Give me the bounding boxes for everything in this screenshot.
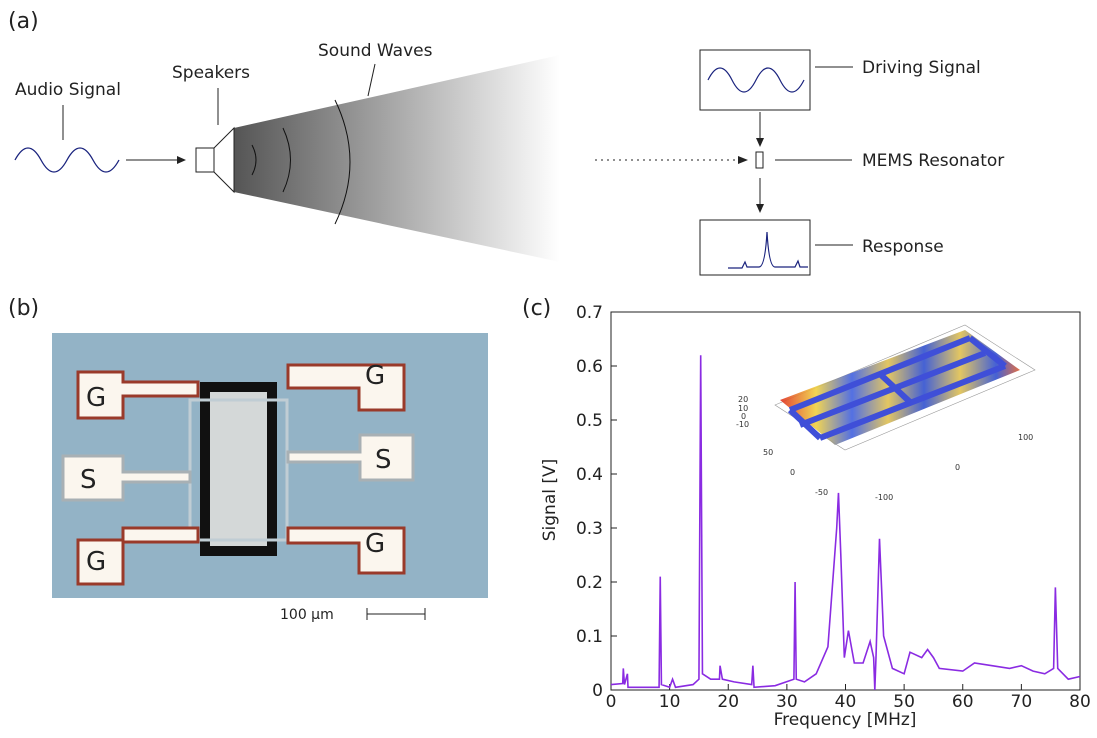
inset-tick: 20 <box>738 395 748 404</box>
arrowhead <box>756 138 764 147</box>
panel-label: (c) <box>522 296 551 321</box>
audio-label: Audio Signal <box>15 80 121 100</box>
arrowhead <box>756 204 764 213</box>
scale-bar <box>367 608 425 620</box>
response-label: Response <box>862 237 944 257</box>
x-tick-label: 20 <box>717 692 739 712</box>
mems-label: MEMS Resonator <box>862 151 1004 171</box>
y-tick-label: 0.6 <box>576 357 603 377</box>
audio-wave <box>15 148 119 172</box>
arrowhead <box>177 156 186 164</box>
mems-box <box>756 152 763 168</box>
y-tick-label: 0.4 <box>576 465 603 485</box>
pad-label: G <box>365 529 385 559</box>
y-tick-label: 0.7 <box>576 303 603 323</box>
sound-cone <box>234 55 560 262</box>
arrowhead <box>738 156 748 164</box>
panel-label: (a) <box>8 9 39 34</box>
inset-tick: -50 <box>815 488 828 497</box>
inset-tick: -10 <box>736 420 749 429</box>
y-tick-label: 0.3 <box>576 519 603 539</box>
inset-tick: 0 <box>790 468 795 477</box>
pad-label: S <box>375 445 392 475</box>
speaker-box <box>196 148 214 172</box>
speaker-cone <box>214 128 234 192</box>
pad-label: G <box>365 361 385 391</box>
driving-box <box>700 50 810 110</box>
x-tick-label: 80 <box>1069 692 1091 712</box>
inset: 20 10 0 -10 50 0 -50 -100 0 100 <box>736 325 1035 502</box>
y-axis-title: Signal [V] <box>540 459 560 542</box>
y-tick-label: 0.5 <box>576 411 603 431</box>
pad-label: G <box>86 383 106 413</box>
pad-label: G <box>86 547 106 577</box>
x-tick-label: 10 <box>659 692 681 712</box>
scale-label: 100 μm <box>280 607 334 623</box>
driving-label: Driving Signal <box>862 58 981 78</box>
inset-tick: 50 <box>763 448 773 457</box>
x-axis-title: Frequency [MHz] <box>774 710 917 730</box>
x-tick-label: 50 <box>893 692 915 712</box>
y-tick-label: 0.2 <box>576 573 603 593</box>
inset-tick: -100 <box>875 493 893 502</box>
figure: (a) Audio Signal Speakers Sound Waves Dr… <box>0 0 1097 738</box>
leader <box>368 64 375 96</box>
x-tick-label: 30 <box>776 692 798 712</box>
inset-tick: 100 <box>1018 433 1033 442</box>
y-tick-label: 0 <box>592 681 603 701</box>
x-tick-label: 40 <box>835 692 857 712</box>
inset-tick: 0 <box>955 463 960 472</box>
membrane <box>210 392 267 546</box>
waves-label: Sound Waves <box>318 41 433 61</box>
x-tick-label: 0 <box>606 692 617 712</box>
y-tick-label: 0.1 <box>576 627 603 647</box>
panel-label: (b) <box>8 296 39 321</box>
speakers-label: Speakers <box>172 63 250 83</box>
x-tick-label: 60 <box>952 692 974 712</box>
x-tick-label: 70 <box>1011 692 1033 712</box>
pad-label: S <box>80 465 97 495</box>
